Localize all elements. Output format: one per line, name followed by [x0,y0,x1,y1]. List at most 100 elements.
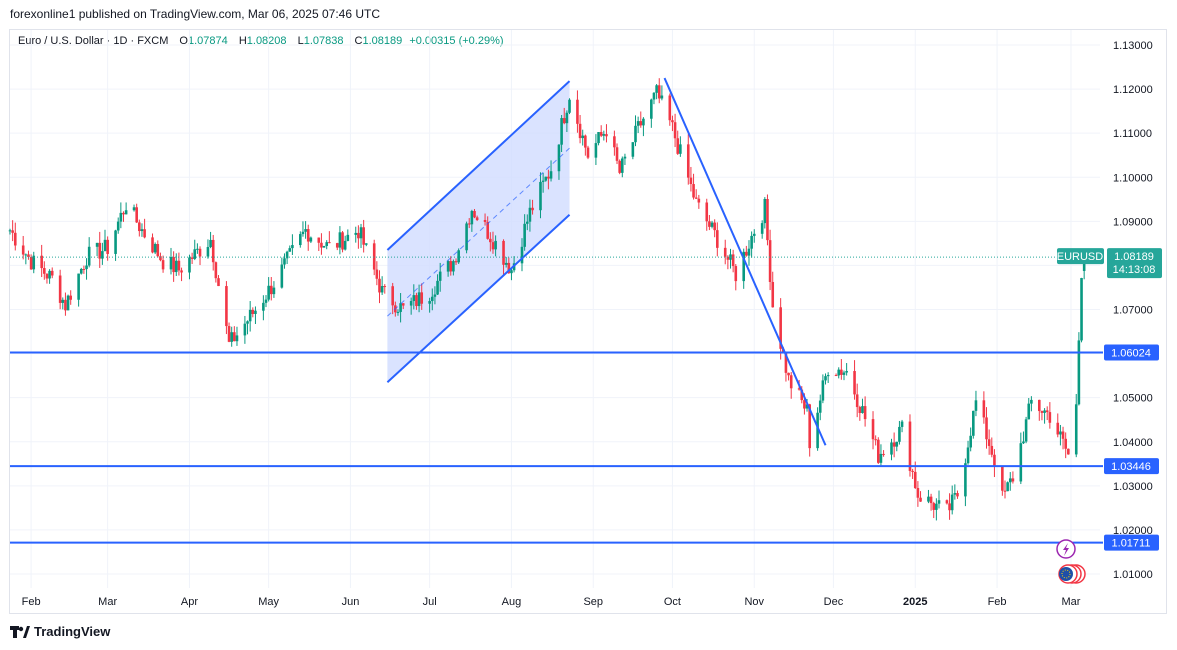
level-price-label: 1.01711 [1112,538,1151,550]
candle-body [196,248,199,250]
candle-body [982,400,986,418]
candle-body [322,245,326,248]
candle-body [985,417,988,440]
candle-body [713,222,716,231]
candle-body [473,210,476,218]
candle-body [752,233,756,236]
candle-body [1080,278,1083,341]
symbol-tag-label: EURUSD [1057,251,1104,263]
candle-body [694,197,698,199]
candle-body [135,207,138,223]
candle-body [541,180,545,182]
candle-body [475,217,479,220]
candle-body [396,311,400,313]
x-tick-label: Nov [744,596,764,608]
candle-body [615,147,619,161]
candle-body [987,439,991,446]
candle-body [855,394,859,408]
candle-body [190,257,194,259]
candle-body [507,262,511,274]
eu-flag-icon [1059,567,1073,581]
candle-body [320,242,323,248]
candle-body [304,229,307,232]
candle-body [198,248,202,257]
candle-body [745,251,748,256]
candle-body [642,118,645,126]
candle-body [1059,431,1062,435]
descending-trendline [663,77,827,446]
candle-body [354,232,358,235]
candle-body [834,375,838,377]
candle-body [430,296,434,302]
candle-body [821,380,825,401]
candle-body [45,273,49,279]
candle-body [840,369,843,375]
candle-body [726,256,730,260]
candle-body [824,376,827,381]
candle-body [21,245,25,255]
level-price-tag [1104,458,1159,475]
candle-body [143,229,146,238]
candle-body [623,156,627,159]
candle-body [420,292,424,304]
y-tick-label: 1.07000 [1113,305,1153,317]
candle-body [932,503,936,510]
candle-body [217,278,220,287]
candle-body [1024,419,1028,442]
candle-body [547,176,550,179]
candle-body [853,371,856,395]
y-tick-label: 1.09000 [1113,216,1153,228]
candle-body [24,254,28,256]
candle-body [679,144,682,154]
x-tick-label: Mar [1061,596,1080,608]
symbol-legend: Euro / U.S. Dollar · 1D · FXCM O1.07874 … [18,35,504,47]
candle-body [372,243,376,270]
y-tick-label: 1.11000 [1113,128,1152,140]
high-value: 1.08208 [246,35,287,47]
candle-body [1022,441,1025,444]
candle-body [969,435,972,448]
y-tick-label: 1.04000 [1113,437,1153,449]
candle-body [69,295,73,300]
candle-body [211,239,215,263]
candle-body [357,232,360,239]
candle-body [1067,448,1070,455]
candle-body [119,212,123,222]
candle-body [689,177,693,185]
y-tick-label: 1.13000 [1113,40,1153,52]
candle-body [882,453,885,455]
candle-body [908,421,912,471]
symbol-name[interactable]: Euro / U.S. Dollar · 1D · FXCM [18,35,169,47]
candle-body [172,256,175,273]
candle-body [937,500,941,504]
candle-body [871,419,875,440]
candle-body [789,375,793,389]
high-label: H [238,35,247,47]
candle-body [594,143,598,158]
candle-body [177,260,181,271]
candle-body [254,310,257,315]
candle-body [457,250,460,263]
candle-body [362,227,365,245]
candle-body [246,321,249,324]
candle-body [916,488,920,498]
low-value: 1.07838 [303,35,344,47]
candle-body [283,258,286,265]
candle-body [248,309,252,322]
candle-body [504,262,508,265]
x-tick-label: Feb [988,596,1007,608]
x-tick-label: 2025 [903,596,927,608]
candle-body [734,266,738,282]
candle-body [264,299,268,303]
candle-body [525,221,529,224]
candle-body [874,439,877,441]
x-tick-label: Feb [22,596,41,608]
candle-body [159,256,162,261]
y-tick-label: 1.12000 [1113,84,1153,96]
candle-body [243,323,247,336]
candle-body [1045,410,1049,413]
tradingview-branding[interactable]: TradingView [10,624,110,639]
open-value: 1.07874 [187,35,228,47]
candle-body [1037,399,1041,412]
